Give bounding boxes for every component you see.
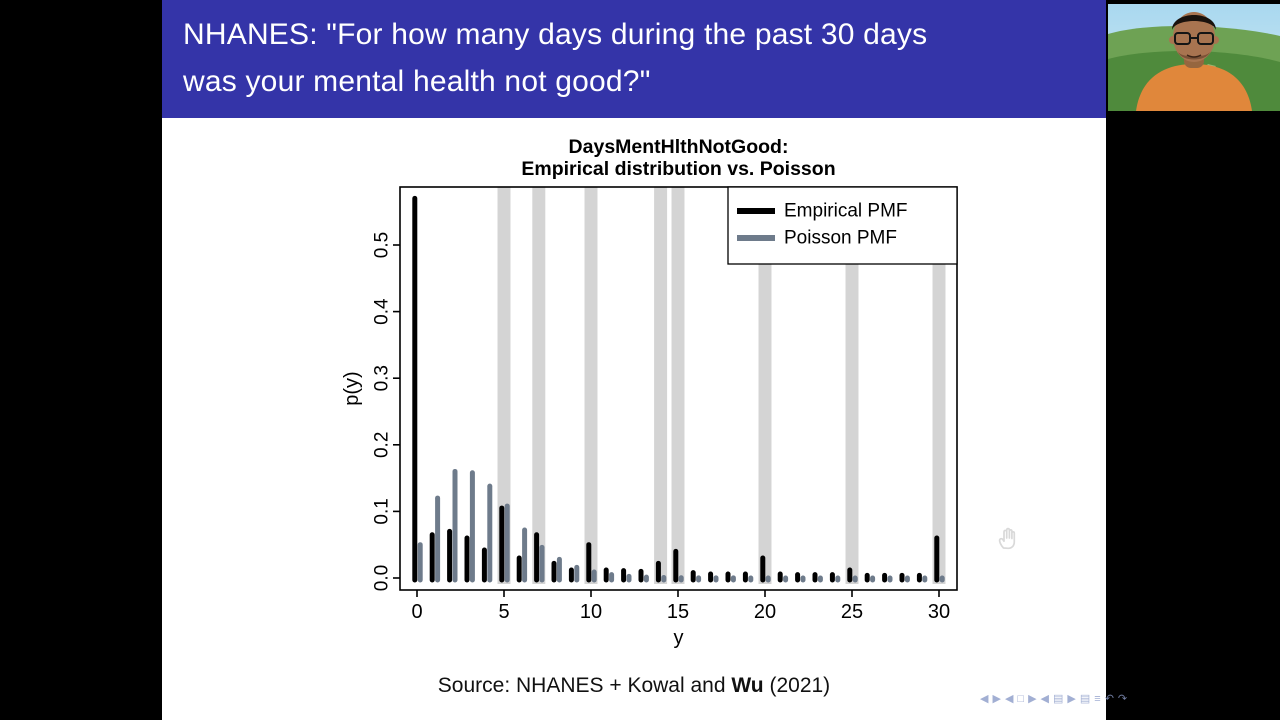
svg-text:p(y): p(y) bbox=[341, 371, 363, 405]
svg-text:0.2: 0.2 bbox=[372, 432, 393, 458]
svg-text:15: 15 bbox=[667, 601, 689, 623]
svg-text:10: 10 bbox=[580, 601, 602, 623]
nav-subsection-next-icon[interactable]: ▶ bbox=[1067, 693, 1076, 705]
nav-frame-next-icon[interactable]: ▶ bbox=[1028, 693, 1037, 705]
nav-section-icon[interactable]: ▤ bbox=[1079, 693, 1091, 705]
nav-presentation-icon[interactable]: ≡ bbox=[1094, 693, 1101, 705]
nav-frame-icon[interactable]: □ bbox=[1017, 693, 1025, 705]
nav-back-icon[interactable]: ↶ bbox=[1104, 693, 1114, 705]
person-torso bbox=[1136, 64, 1252, 111]
slide-title-bar: NHANES: "For how many days during the pa… bbox=[162, 0, 1106, 118]
nav-subsection-icon[interactable]: ▤ bbox=[1053, 693, 1064, 705]
svg-text:0.0: 0.0 bbox=[372, 565, 393, 591]
nav-forward-icon[interactable]: ↷ bbox=[1117, 693, 1128, 705]
nav-frame-prev-icon[interactable]: ◀ bbox=[1004, 693, 1014, 705]
svg-text:y: y bbox=[674, 627, 684, 649]
svg-text:20: 20 bbox=[754, 601, 776, 623]
svg-text:0.5: 0.5 bbox=[372, 232, 393, 258]
svg-text:Empirical PMF: Empirical PMF bbox=[784, 201, 908, 222]
person-beard bbox=[1178, 52, 1210, 60]
webcam-video bbox=[1108, 4, 1280, 111]
source-text-prefix: Source: NHANES + Kowal and bbox=[437, 674, 732, 697]
svg-text:0: 0 bbox=[411, 601, 422, 623]
svg-text:0.1: 0.1 bbox=[372, 498, 393, 524]
nav-slide-next-icon[interactable]: ▶ bbox=[992, 693, 1001, 705]
person-hair bbox=[1172, 15, 1216, 30]
presentation-slide: NHANES: "For how many days during the pa… bbox=[162, 0, 1127, 720]
svg-text:Empirical distribution vs. Poi: Empirical distribution vs. Poisson bbox=[521, 158, 835, 180]
svg-text:5: 5 bbox=[498, 601, 509, 623]
svg-text:25: 25 bbox=[841, 601, 863, 623]
person-mouth bbox=[1186, 54, 1202, 58]
pmf-chart: 0.0 0.1 0.2 0.3 0.4 0.5 p(y) 0 5 10 15 20 25 30 y DaysM… bbox=[330, 135, 960, 650]
person-glasses bbox=[1174, 32, 1214, 45]
svg-text:30: 30 bbox=[928, 601, 950, 623]
svg-text:DaysMentHlthNotGood:: DaysMentHlthNotGood: bbox=[569, 136, 789, 158]
pmf-chart-svg: 0.0 0.1 0.2 0.3 0.4 0.5 p(y) 0 5 10 15 20 25 30 y DaysM… bbox=[341, 136, 958, 649]
webcam-person bbox=[1136, 12, 1252, 111]
slide-title-line-2: was your mental health not good?" bbox=[183, 65, 651, 98]
source-citation: Source: NHANES + Kowal and Wu (2021) bbox=[162, 674, 1106, 698]
beamer-nav: ◀ ▶ ◀ □ ▶ ◀ ▤ ▶ ▤ ≡ ↶ ↷ bbox=[980, 693, 1127, 705]
svg-text:Poisson PMF: Poisson PMF bbox=[784, 228, 897, 249]
svg-text:0.3: 0.3 bbox=[372, 365, 393, 391]
source-text-suffix: (2021) bbox=[763, 674, 831, 697]
webcam-scene bbox=[1108, 4, 1280, 111]
svg-text:0.4: 0.4 bbox=[372, 298, 393, 325]
slide-title-line-1: NHANES: "For how many days during the pa… bbox=[183, 18, 928, 51]
source-author-bold: Wu bbox=[731, 674, 764, 697]
nav-slide-prev-icon[interactable]: ◀ bbox=[980, 693, 989, 705]
nav-subsection-prev-icon[interactable]: ◀ bbox=[1040, 693, 1049, 705]
hand-cursor-icon bbox=[998, 527, 1016, 550]
